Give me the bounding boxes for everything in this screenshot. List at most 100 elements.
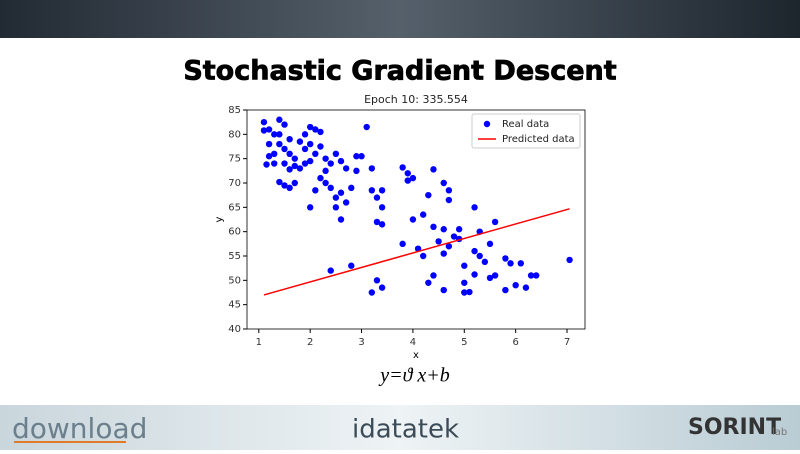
data-point [430,223,437,230]
data-point [286,166,293,173]
data-point [348,262,355,269]
data-point [306,204,314,211]
data-point [491,218,499,226]
data-point [276,131,283,138]
data-point [373,218,381,226]
data-point [430,166,437,173]
data-point [368,187,376,194]
data-point [286,150,293,157]
data-point [276,178,283,186]
data-point [440,286,447,294]
legend-label: Predicted data [502,134,575,145]
data-point [409,174,417,182]
x-tick-label: 5 [461,337,467,348]
y-tick-label: 85 [228,105,241,116]
data-point [425,191,432,199]
data-point [461,289,468,296]
data-point [471,204,478,211]
data-point [301,131,309,138]
data-point [481,258,489,266]
data-point [502,255,509,262]
data-point [271,150,278,157]
x-tick-label: 2 [307,337,313,348]
data-point [425,279,432,286]
x-tick-label: 3 [358,337,364,348]
data-point [306,157,314,165]
data-point [265,153,273,160]
data-point [296,165,304,172]
data-point [317,174,324,182]
data-point [312,150,319,157]
data-point [466,288,473,296]
data-point [527,272,535,279]
data-point [327,184,334,192]
regression-line [263,208,570,296]
y-tick-label: 50 [228,275,241,286]
data-point [286,136,293,143]
data-point [471,247,478,255]
data-point [291,179,298,187]
data-point [281,160,288,167]
data-point [445,187,453,194]
data-point [419,211,427,218]
data-point [445,243,453,250]
data-point [281,145,288,153]
formula: y=ϑ x+b [378,365,450,387]
x-tick-label: 1 [256,337,262,348]
data-point [363,123,370,131]
data-point [317,143,324,150]
data-point [353,153,360,160]
data-point [440,250,447,257]
data-point [373,194,381,201]
data-point [271,131,278,138]
data-point [373,277,381,284]
x-axis-label: x [413,350,419,361]
data-point [322,167,329,175]
logo-sorint: SORINT [688,415,781,440]
data-point [322,155,329,162]
data-point [461,279,468,286]
data-point [332,150,340,157]
data-point [271,160,278,167]
data-point [332,204,340,211]
y-tick-label: 40 [228,324,241,335]
data-point [260,127,268,134]
slide-title: Stochastic Gradient Descent [183,56,616,87]
x-tick-label: 4 [410,337,416,348]
data-point [378,284,386,291]
logo-underline [14,441,126,443]
data-point [286,184,293,192]
y-tick-label: 70 [228,178,241,189]
y-tick-label: 80 [228,129,241,140]
data-point [471,271,478,278]
data-point [404,170,411,177]
data-point [342,165,350,172]
data-point [404,177,411,184]
data-point [337,189,345,196]
data-point [358,153,365,160]
data-point [327,160,334,167]
data-point [265,140,273,148]
data-point [455,226,463,233]
data-point [399,164,406,171]
data-point [445,196,453,204]
data-point [317,128,324,136]
data-point [502,286,509,294]
data-point [440,226,447,233]
data-point [450,233,458,240]
data-point [260,118,268,126]
logo-download: download [12,412,147,445]
data-point [566,256,573,264]
data-point [322,179,329,187]
y-tick-label: 65 [228,202,241,213]
data-point [276,116,283,123]
y-tick-label: 45 [228,300,241,311]
data-point [378,187,386,194]
data-point [306,123,314,131]
data-point [265,126,273,133]
data-point [337,216,345,223]
x-tick-label: 7 [564,337,570,348]
data-point [522,284,530,291]
data-point [517,260,524,267]
